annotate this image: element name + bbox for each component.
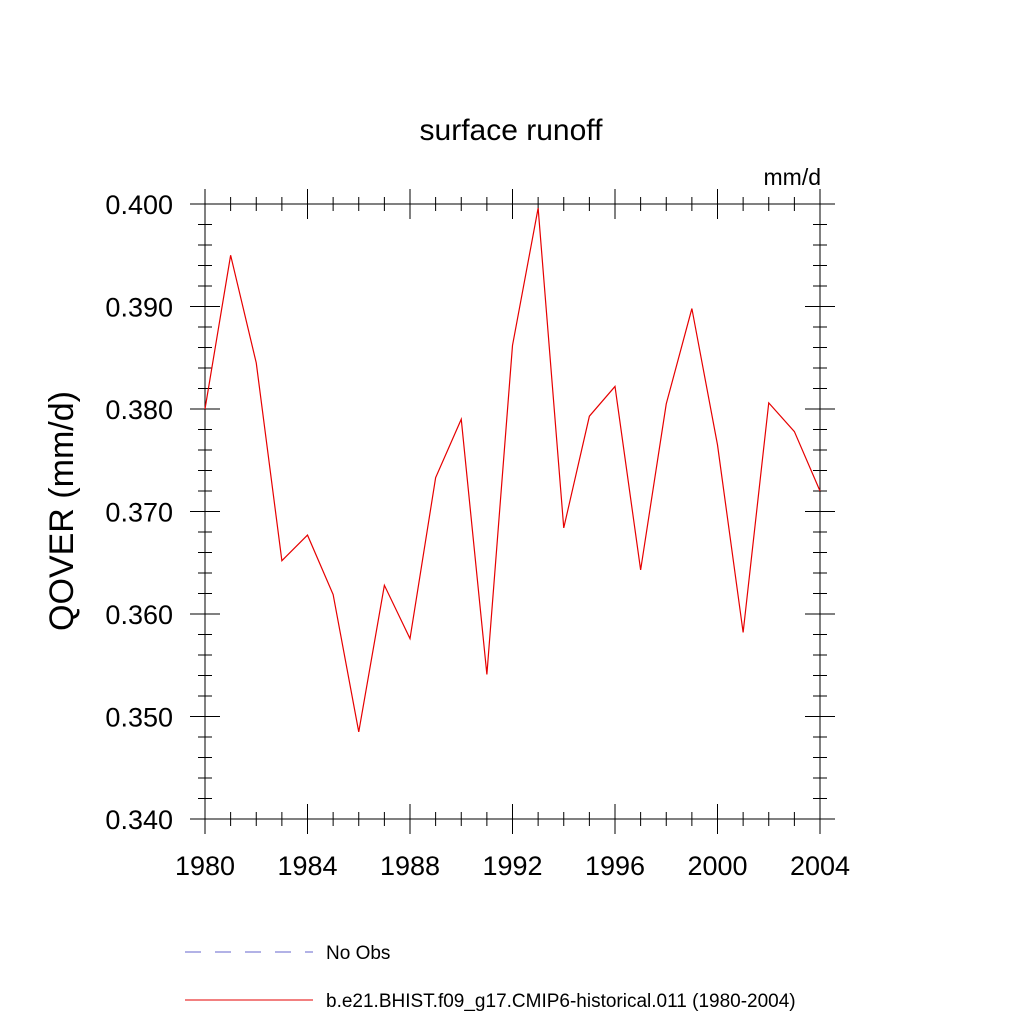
series-lines xyxy=(204,207,821,732)
y-tick-label: 0.360 xyxy=(105,600,173,630)
units-label: mm/d xyxy=(764,164,822,190)
x-tick-label: 2004 xyxy=(790,851,850,881)
chart-title: surface runoff xyxy=(420,114,604,147)
x-tick-label: 1984 xyxy=(277,851,337,881)
tick-labels: 1980 1984 1988 1992 1996 2000 2004 0.340 0.350 0.… xyxy=(105,190,850,881)
y-tick-label: 0.370 xyxy=(105,498,173,528)
series-line xyxy=(204,207,821,732)
plot-frame xyxy=(204,203,821,820)
y-tick-label: 0.390 xyxy=(105,293,173,323)
y-tick-label: 0.350 xyxy=(105,703,173,733)
y-tick-label: 0.400 xyxy=(105,190,173,220)
x-tick-label: 1996 xyxy=(585,851,645,881)
axis-ticks xyxy=(190,189,835,834)
y-tick-label: 0.380 xyxy=(105,395,173,425)
x-tick-label: 1988 xyxy=(380,851,440,881)
legend-label: b.e21.BHIST.f09_g17.CMIP6-historical.011… xyxy=(326,991,796,1012)
x-tick-label: 1980 xyxy=(175,851,235,881)
y-axis-label: QOVER (mm/d) xyxy=(43,391,81,631)
legend-label: No Obs xyxy=(326,943,390,964)
y-tick-label: 0.340 xyxy=(105,805,173,835)
legend: No Obs b.e21.BHIST.f09_g17.CMIP6-historic… xyxy=(185,943,796,1012)
x-tick-label: 1992 xyxy=(482,851,542,881)
x-tick-label: 2000 xyxy=(687,851,747,881)
